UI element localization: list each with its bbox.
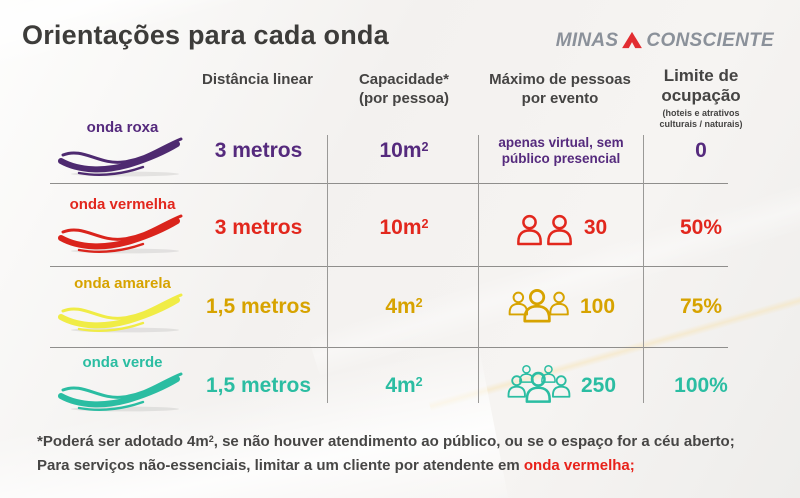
column-divider bbox=[478, 135, 479, 403]
column-header-max-line2: por evento bbox=[521, 90, 599, 107]
occupancy-value: 50% bbox=[679, 216, 723, 239]
column-header-capacity-line1: Capacidade* bbox=[358, 71, 450, 88]
event-count: 250 bbox=[580, 374, 617, 397]
column-header-capacity-line2: (por pessoa) bbox=[358, 90, 449, 107]
row-divider bbox=[50, 347, 728, 348]
brand-text-minas: MINAS bbox=[555, 30, 619, 51]
row-divider bbox=[50, 183, 728, 184]
two-people-icon bbox=[516, 214, 572, 245]
distance-value: 3 metros bbox=[214, 139, 303, 162]
capacity-value: 4m2 bbox=[385, 295, 423, 318]
wave-row-label: onda vermelha bbox=[69, 196, 176, 213]
column-header-occupancy-note: (hoteis e atrativos culturais / naturais) bbox=[659, 108, 743, 129]
three-people-icon bbox=[508, 289, 569, 323]
column-header-max-line1: Máximo de pessoas bbox=[489, 71, 631, 88]
distance-value: 1,5 metros bbox=[205, 295, 312, 318]
wave-icon bbox=[55, 211, 190, 255]
column-header-occupancy-line1: Limite de bbox=[663, 66, 739, 85]
column-divider bbox=[643, 135, 644, 403]
footnote-line-2: Para serviços não-essenciais, limitar a … bbox=[37, 456, 635, 474]
capacity-value: 10m2 bbox=[379, 139, 429, 162]
footnote-highlight: onda vermelha; bbox=[523, 456, 635, 474]
row-divider bbox=[50, 266, 728, 267]
distance-value: 3 metros bbox=[214, 216, 303, 239]
column-header-distance: Distância linear bbox=[202, 71, 313, 88]
column-header-max-event: Máximo de pessoas por evento bbox=[480, 70, 640, 108]
column-header-occupancy-line2: ocupação bbox=[661, 86, 741, 105]
distance-value: 1,5 metros bbox=[205, 374, 312, 397]
event-capacity: 30 bbox=[482, 201, 640, 255]
capacity-value: 4m2 bbox=[385, 374, 423, 397]
table-row-onda-amarela: onda amarela 1,5 metros 4m2 100 75% bbox=[0, 264, 800, 344]
occupancy-value: 100% bbox=[674, 374, 728, 397]
brand-text-consciente: CONSCIENTE bbox=[646, 30, 774, 51]
brand-triangle-icon bbox=[622, 31, 643, 49]
wave-row-label: onda verde bbox=[82, 354, 163, 371]
column-header-occupancy: Limite de ocupação (hoteis e atrativos cu… bbox=[643, 66, 759, 130]
capacity-value: 10m2 bbox=[379, 216, 429, 239]
wave-row-label: onda roxa bbox=[86, 119, 159, 136]
wave-row-label: onda amarela bbox=[74, 275, 171, 292]
wave-icon bbox=[55, 369, 190, 413]
wave-icon bbox=[55, 134, 190, 178]
brand-logo: MINAS CONSCIENTE bbox=[556, 30, 774, 52]
wave-icon bbox=[55, 290, 190, 334]
page-title: Orientações para cada onda bbox=[22, 20, 389, 50]
event-capacity: 250 bbox=[482, 359, 640, 413]
table-row-onda-roxa: onda roxa 3 metros 10m2 apenas virtual, … bbox=[0, 108, 800, 188]
table-row-onda-vermelha: onda vermelha 3 metros 10m2 30 50% bbox=[0, 185, 800, 265]
occupancy-value: 0 bbox=[695, 139, 707, 162]
footnote-line-1: *Poderá ser adotado 4m2, se não houver a… bbox=[37, 433, 735, 450]
table-row-onda-verde: onda verde 1,5 metros 4m2 250 100% bbox=[0, 343, 800, 423]
five-people-icon bbox=[507, 364, 571, 403]
event-restriction: apenas virtual, sem público presencial bbox=[498, 135, 624, 166]
event-count: 30 bbox=[583, 216, 608, 239]
event-count: 100 bbox=[579, 295, 616, 318]
occupancy-value: 75% bbox=[679, 295, 723, 318]
event-capacity: 100 bbox=[482, 280, 640, 334]
footnotes: *Poderá ser adotado 4m2, se não houver a… bbox=[37, 431, 735, 476]
column-divider bbox=[327, 135, 328, 403]
column-header-capacity: Capacidade* (por pessoa) bbox=[330, 70, 478, 108]
